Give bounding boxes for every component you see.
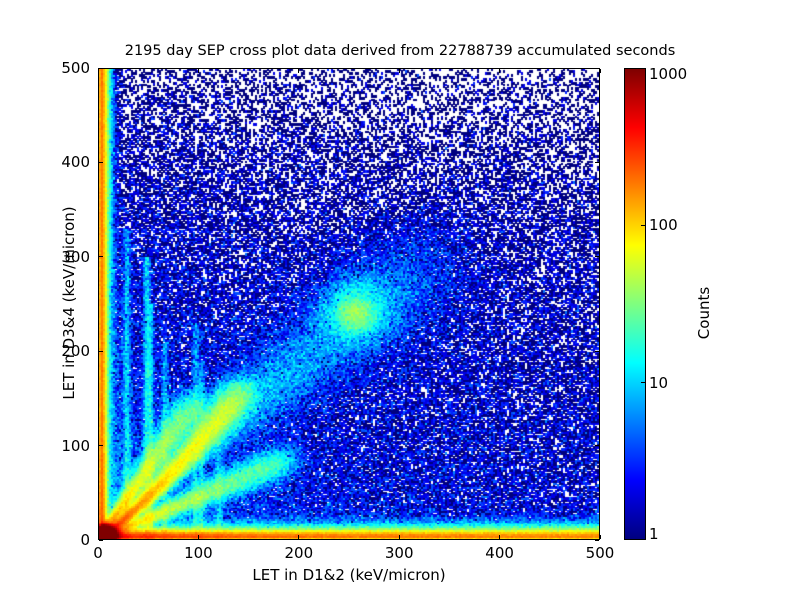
y-ticklabel-0: 0 <box>80 531 90 549</box>
x-ticklabel-200: 200 <box>284 544 314 562</box>
y-tick-300 <box>99 256 103 258</box>
x-tick-100 <box>197 535 199 539</box>
x-axis-label: LET in D1&2 (keV/micron) <box>252 566 446 584</box>
y-ticklabel-500: 500 <box>61 59 90 77</box>
colorbar-label: Counts <box>695 286 713 340</box>
x-ticklabel-400: 400 <box>485 544 514 562</box>
y-tick-right-400 <box>595 161 599 163</box>
x-tick-top-0 <box>97 69 99 73</box>
colorbar-ticklabel-100: 100 <box>649 216 678 235</box>
y-tick-right-100 <box>595 445 599 447</box>
x-ticklabel-100: 100 <box>184 544 213 562</box>
colorbar-ticklabel-1000: 1000 <box>649 65 688 83</box>
y-tick-400 <box>99 161 103 163</box>
x-ticklabel-300: 300 <box>384 544 414 562</box>
y-tick-500 <box>99 67 103 69</box>
y-tick-right-0 <box>595 539 599 541</box>
x-tick-500 <box>599 535 601 539</box>
x-tick-300 <box>398 535 400 539</box>
y-tick-200 <box>99 350 103 352</box>
colorbar-ticklabel-10: 10 <box>649 373 669 392</box>
y-ticklabel-400: 400 <box>61 153 90 172</box>
plot-axes <box>98 68 600 540</box>
x-ticklabel-0: 0 <box>93 544 103 562</box>
colorbar-ticklabel-1: 1 <box>649 525 659 543</box>
x-tick-top-500 <box>599 69 601 73</box>
y-ticklabel-200: 200 <box>61 342 90 361</box>
colorbar <box>624 68 646 540</box>
y-tick-100 <box>99 445 103 447</box>
colorbar-tick-10 <box>641 382 646 384</box>
x-tick-top-400 <box>499 69 501 73</box>
y-axis-label: LET in D3&4 (keV/micron) <box>60 206 78 400</box>
y-ticklabel-100: 100 <box>61 436 90 455</box>
y-tick-right-200 <box>595 350 599 352</box>
y-tick-right-500 <box>595 67 599 69</box>
x-tick-top-100 <box>197 69 199 73</box>
x-ticklabel-500: 500 <box>585 544 615 562</box>
x-tick-0 <box>97 535 99 539</box>
y-tick-right-300 <box>595 256 599 258</box>
title-line-1: 2195 day SEP cross plot data derived fro… <box>124 43 676 59</box>
x-tick-top-300 <box>398 69 400 73</box>
colorbar-tick-100 <box>641 224 646 226</box>
x-tick-200 <box>298 535 300 539</box>
y-ticklabel-300: 300 <box>61 247 90 266</box>
density-heatmap <box>99 69 599 539</box>
y-tick-0 <box>99 539 103 541</box>
x-tick-400 <box>499 535 501 539</box>
x-tick-top-200 <box>298 69 300 73</box>
colorbar-gradient <box>625 69 645 539</box>
